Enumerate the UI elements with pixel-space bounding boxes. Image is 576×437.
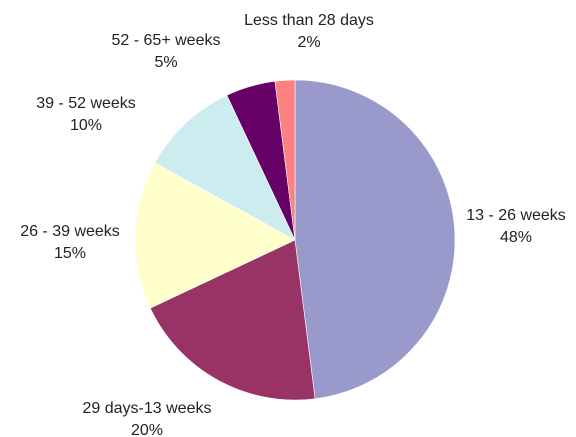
slice-label-1: 29 days-13 weeks	[83, 400, 212, 417]
slice-percent-1: 20%	[131, 422, 163, 437]
slice-label-4: 52 - 65+ weeks	[112, 32, 221, 49]
slice-percent-2: 15%	[54, 245, 86, 262]
slice-percent-5: 2%	[297, 34, 320, 51]
slice-label-2: 26 - 39 weeks	[20, 223, 120, 240]
slice-label-5: Less than 28 days	[244, 12, 374, 29]
pie-slices	[135, 80, 455, 400]
slice-percent-0: 48%	[500, 229, 532, 246]
slice-label-0: 13 - 26 weeks	[466, 207, 566, 224]
slice-percent-3: 10%	[70, 117, 102, 134]
pie-slice-0	[295, 80, 455, 399]
slice-label-3: 39 - 52 weeks	[36, 95, 136, 112]
slice-percent-4: 5%	[154, 54, 177, 71]
